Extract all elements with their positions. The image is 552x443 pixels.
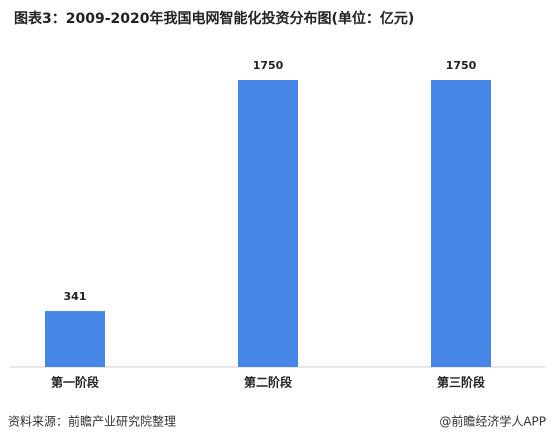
bar — [45, 311, 105, 367]
x-tick-label: 第三阶段 — [437, 375, 486, 390]
value-label: 1750 — [253, 59, 284, 72]
value-label: 341 — [64, 290, 87, 303]
x-tick-label: 第二阶段 — [244, 375, 293, 390]
credit: @前瞻经济学人APP — [439, 414, 546, 429]
bar — [431, 80, 491, 367]
bar — [238, 80, 298, 367]
value-label: 1750 — [446, 59, 477, 72]
source-note: 资料来源：前瞻产业研究院整理 — [8, 414, 176, 429]
chart-title: 图表3：2009-2020年我国电网智能化投资分布图(单位：亿元) — [14, 10, 414, 27]
x-tick-label: 第一阶段 — [51, 375, 100, 390]
